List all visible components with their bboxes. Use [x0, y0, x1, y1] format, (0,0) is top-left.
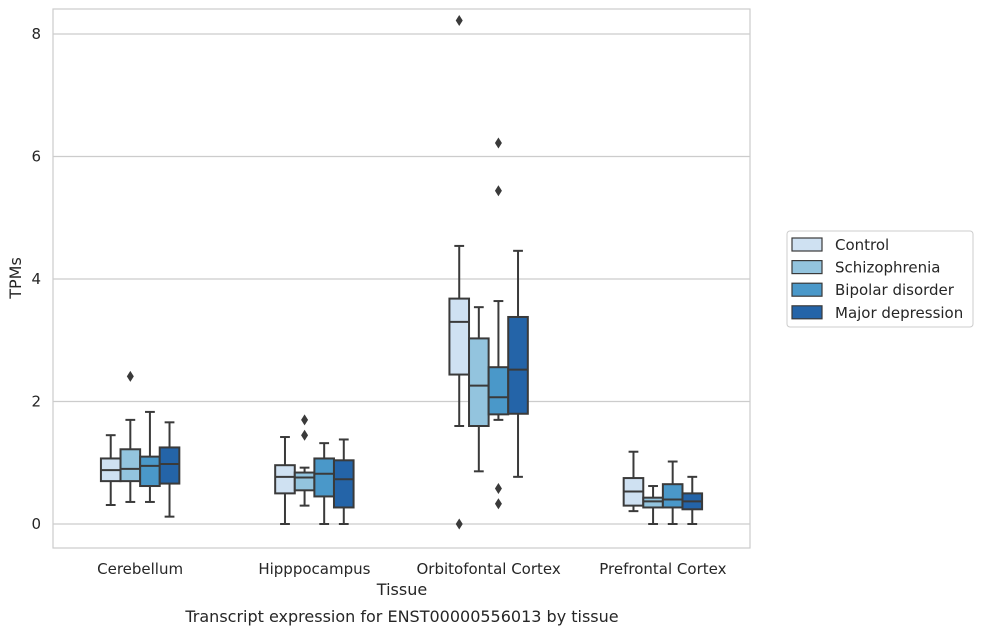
- box-body: [468, 337, 490, 428]
- y-axis-ticks: 0 2 4 6 8: [31, 25, 41, 533]
- box-body: [274, 464, 296, 495]
- y-tick-label-2: 4: [31, 270, 41, 288]
- box-body: [293, 471, 316, 492]
- box-body: [642, 496, 664, 509]
- box-0-2: [139, 410, 161, 503]
- flier-point-0: [126, 370, 134, 382]
- chart-caption: Transcript expression for ENST0000055601…: [184, 607, 618, 626]
- legend-label: Schizophrenia: [835, 259, 940, 277]
- legend-swatch: [791, 305, 823, 320]
- legend-label: Bipolar disorder: [835, 281, 955, 299]
- legend-item-3: Major depression: [791, 304, 963, 322]
- box-0-1: [119, 370, 142, 503]
- flier-point-0: [301, 414, 309, 426]
- box-0-0: [99, 434, 122, 507]
- box-2-0: [448, 15, 471, 530]
- box-3-0: [622, 450, 645, 513]
- box-3-3: [681, 475, 704, 525]
- box-1-0: [274, 436, 296, 525]
- flier-point-1: [494, 185, 502, 197]
- legend-swatch: [791, 282, 823, 297]
- flier-point-1: [301, 429, 309, 441]
- box-body: [507, 315, 529, 415]
- box-body: [158, 446, 181, 485]
- flier-point-0: [494, 137, 502, 149]
- y-tick-label-3: 6: [31, 148, 41, 166]
- x-tick-label-0: Cerebellum: [97, 560, 183, 578]
- y-tick-label-4: 8: [31, 25, 41, 43]
- plot-frame: [52, 8, 751, 549]
- box-1-3: [332, 438, 355, 525]
- x-axis-ticks: Cerebellum Hipppocampus Orbitofontal Corte…: [97, 560, 726, 578]
- legend-item-0: Control: [791, 236, 889, 254]
- box-body: [313, 457, 335, 498]
- box-2-2: [487, 137, 510, 510]
- legend: Control Schizophrenia Bipolar disorder Majo…: [786, 230, 974, 328]
- box-body: [661, 483, 684, 509]
- x-tick-label-2: Orbitofontal Cortex: [417, 560, 561, 578]
- x-tick-label-1: Hipppocampus: [258, 560, 370, 578]
- box-body: [487, 366, 510, 416]
- flier-point-2: [494, 482, 502, 494]
- box-body: [139, 455, 161, 488]
- legend-item-1: Schizophrenia: [791, 259, 940, 277]
- box-body: [448, 297, 471, 376]
- y-tick-label-1: 2: [31, 393, 41, 411]
- y-tick-label-0: 0: [31, 515, 41, 533]
- y-axis-label: TPMs: [6, 257, 25, 300]
- box-body: [332, 459, 355, 509]
- x-tick-label-3: Prefrontal Cortex: [599, 560, 726, 578]
- legend-item-2: Bipolar disorder: [791, 281, 955, 299]
- box-0-3: [158, 421, 181, 518]
- box-2-1: [468, 306, 490, 473]
- legend-swatch: [791, 237, 823, 252]
- flier-point-3: [494, 498, 502, 510]
- boxes: [99, 15, 704, 530]
- flier-point-0: [455, 15, 463, 27]
- legend-frame: [786, 230, 974, 328]
- box-2-3: [507, 249, 529, 478]
- box-body: [119, 448, 142, 483]
- grid-lines: [53, 33, 750, 525]
- legend-label: Major depression: [835, 304, 963, 322]
- legend-label: Control: [835, 236, 889, 254]
- legend-swatch: [791, 260, 823, 275]
- flier-point-1: [455, 518, 463, 530]
- x-axis-label: Tissue: [376, 580, 427, 599]
